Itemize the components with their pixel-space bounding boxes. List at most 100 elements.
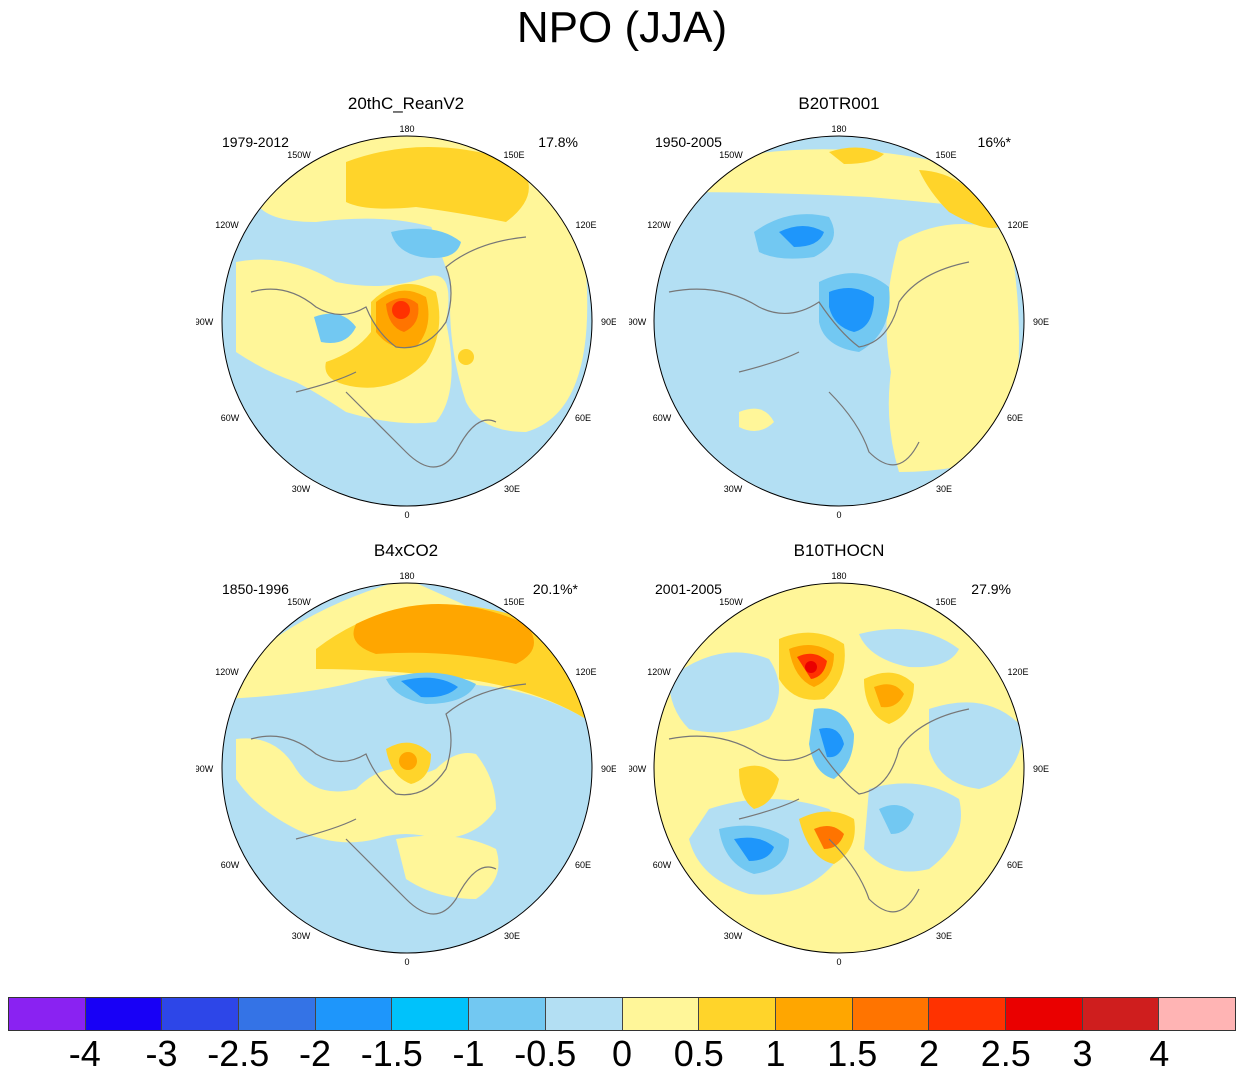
map-boundary (653, 582, 1025, 954)
positive-anomaly-core (805, 661, 817, 673)
svg-text:180: 180 (399, 571, 414, 581)
svg-text:150W: 150W (287, 150, 311, 160)
panel-percent: 20.1%* (532, 581, 578, 597)
positive-anomaly-region (236, 738, 496, 843)
polar-map: 180 150E 120E 90E 60E 30E 0 30W 60W 90W … (629, 124, 1049, 520)
svg-text:120E: 120E (1007, 667, 1028, 677)
svg-text:150E: 150E (503, 150, 524, 160)
colorbar-tick-label: -3 (145, 1033, 178, 1074)
colorbar-swatch (622, 998, 700, 1030)
map-boundary (653, 135, 1025, 507)
colorbar (8, 997, 1236, 1031)
colorbar-swatch (775, 998, 853, 1030)
svg-text:60E: 60E (575, 413, 591, 423)
negative-anomaly-region (734, 837, 774, 861)
positive-anomaly-region (396, 835, 499, 899)
svg-text:60W: 60W (221, 860, 240, 870)
svg-text:150W: 150W (719, 150, 743, 160)
coastlines (668, 708, 970, 913)
positive-anomaly-region (886, 224, 1019, 472)
panel-percent: 16%* (977, 134, 1011, 150)
panel-period: 2001-2005 (655, 581, 722, 597)
svg-text:90W: 90W (196, 764, 214, 774)
longitude-labels: 180 150E 120E 90E 60E 30E 0 30W 60W 90W … (196, 124, 616, 520)
svg-text:30E: 30E (936, 931, 952, 941)
colorbar-swatch (699, 998, 776, 1030)
svg-text:60E: 60E (1007, 413, 1023, 423)
panel-title: 20thC_ReanV2 (347, 94, 465, 113)
svg-text:120W: 120W (215, 667, 239, 677)
svg-text:150E: 150E (503, 597, 524, 607)
polar-map: 180 150E 120E 90E 60E 30E 0 30W 60W 90W … (629, 571, 1049, 967)
polar-map: 180 150E 120E 90E 60E 30E 0 30W 60W 90W … (196, 124, 616, 520)
svg-text:150E: 150E (935, 150, 956, 160)
coastlines (668, 261, 970, 466)
colorbar-tick-label: -1.5 (360, 1033, 423, 1074)
panel-period: 1850-1996 (222, 581, 289, 597)
positive-anomaly-region (426, 212, 588, 432)
svg-text:30W: 30W (724, 931, 743, 941)
longitude-labels: 180 150E 120E 90E 60E 30E 0 30W 60W 90W … (196, 571, 616, 967)
colorbar-tick-label: -2.5 (207, 1033, 270, 1074)
coastlines (250, 236, 527, 468)
map-panel-b20tr001: 180 150E 120E 90E 60E 30E 0 30W 60W 90W … (629, 92, 1049, 532)
positive-anomaly-region (829, 147, 884, 164)
svg-text:120W: 120W (215, 220, 239, 230)
svg-text:150W: 150W (719, 597, 743, 607)
positive-anomaly-region (458, 349, 474, 365)
svg-text:30E: 30E (936, 484, 952, 494)
colorbar-swatch (85, 998, 163, 1030)
colorbar-swatch (162, 998, 240, 1030)
svg-text:120E: 120E (575, 220, 596, 230)
svg-text:90W: 90W (196, 317, 214, 327)
svg-text:30W: 30W (724, 484, 743, 494)
longitude-labels: 180 150E 120E 90E 60E 30E 0 30W 60W 90W … (629, 124, 1049, 520)
negative-anomaly-region (879, 805, 914, 834)
svg-text:60W: 60W (653, 413, 672, 423)
svg-text:180: 180 (831, 571, 846, 581)
panel-title: B10THOCN (793, 541, 885, 560)
polar-map: 180 150E 120E 90E 60E 30E 0 30W 60W 90W … (196, 571, 616, 967)
panel-title: B4xCO2 (373, 541, 439, 560)
negative-anomaly-region (391, 228, 461, 258)
svg-text:60E: 60E (575, 860, 591, 870)
negative-anomaly-region (819, 728, 844, 758)
colorbar-tick-label: 2 (918, 1033, 940, 1074)
svg-text:150W: 150W (287, 597, 311, 607)
svg-text:30W: 30W (292, 931, 311, 941)
map-boundary (221, 582, 593, 954)
svg-text:0: 0 (836, 510, 841, 520)
svg-text:30E: 30E (504, 931, 520, 941)
svg-text:90E: 90E (601, 317, 616, 327)
negative-anomaly-region (864, 783, 961, 872)
positive-anomaly-region (739, 408, 774, 431)
svg-text:90E: 90E (1033, 764, 1049, 774)
positive-anomaly-region (346, 147, 529, 222)
svg-text:0: 0 (404, 510, 409, 520)
negative-anomaly-region (314, 313, 356, 343)
colorbar-tick-label: 1 (765, 1033, 786, 1074)
svg-text:180: 180 (399, 124, 414, 134)
colorbar-tick-label: -4 (68, 1033, 101, 1074)
panel-percent: 27.9% (971, 581, 1011, 597)
colorbar-swatch (315, 998, 393, 1030)
svg-text:0: 0 (836, 957, 841, 967)
svg-text:150E: 150E (935, 597, 956, 607)
colorbar-swatch (1159, 998, 1235, 1030)
svg-text:30W: 30W (292, 484, 311, 494)
svg-text:180: 180 (831, 124, 846, 134)
panel-period: 1950-2005 (655, 134, 722, 150)
map-panel-20thc-reanv2: 180 150E 120E 90E 60E 30E 0 30W 60W 90W … (196, 92, 616, 532)
colorbar-tick-label: 2.5 (980, 1033, 1031, 1074)
negative-anomaly-region (929, 702, 1024, 789)
svg-text:120E: 120E (575, 667, 596, 677)
colorbar-swatch (1005, 998, 1083, 1030)
map-panel-b4xco2: 180 150E 120E 90E 60E 30E 0 30W 60W 90W … (196, 539, 616, 979)
panel-title: B20TR001 (798, 94, 880, 113)
svg-text:120W: 120W (647, 667, 671, 677)
svg-text:60E: 60E (1007, 860, 1023, 870)
colorbar-swatch (545, 998, 623, 1030)
colorbar-swatch (1082, 998, 1160, 1030)
colorbar-swatch (929, 998, 1006, 1030)
colorbar-tick-label: 0 (611, 1033, 633, 1074)
